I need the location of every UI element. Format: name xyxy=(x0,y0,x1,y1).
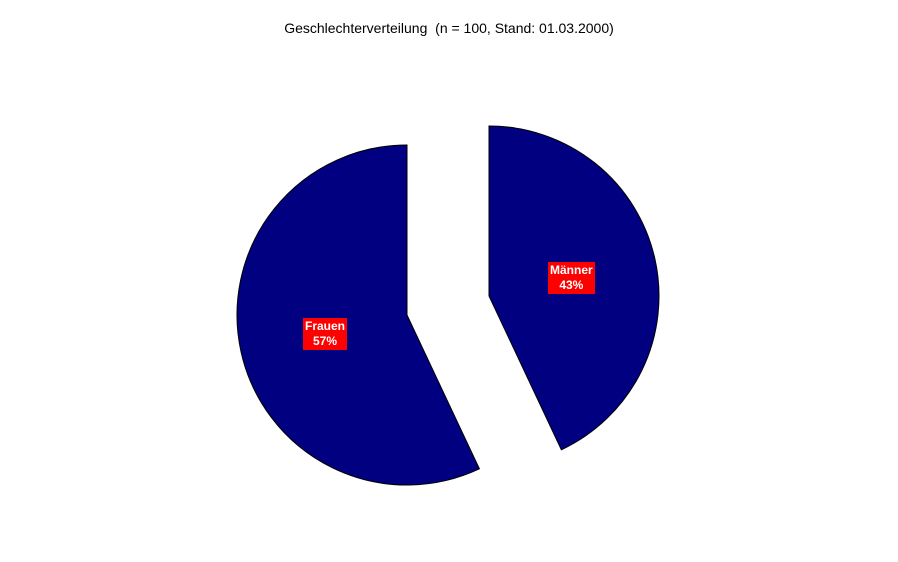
pie-slice-frauen xyxy=(236,144,481,486)
slice-label-maenner: Männer 43% xyxy=(548,262,595,294)
slice-label-frauen: Frauen 57% xyxy=(303,318,348,350)
slice-label-value: 57% xyxy=(312,334,338,348)
chart-title: Geschlechterverteilung (n = 100, Stand: … xyxy=(284,20,614,36)
slice-label-name: Männer xyxy=(550,263,593,277)
slice-label-name: Frauen xyxy=(305,319,346,333)
slice-label-value: 43% xyxy=(559,278,584,292)
